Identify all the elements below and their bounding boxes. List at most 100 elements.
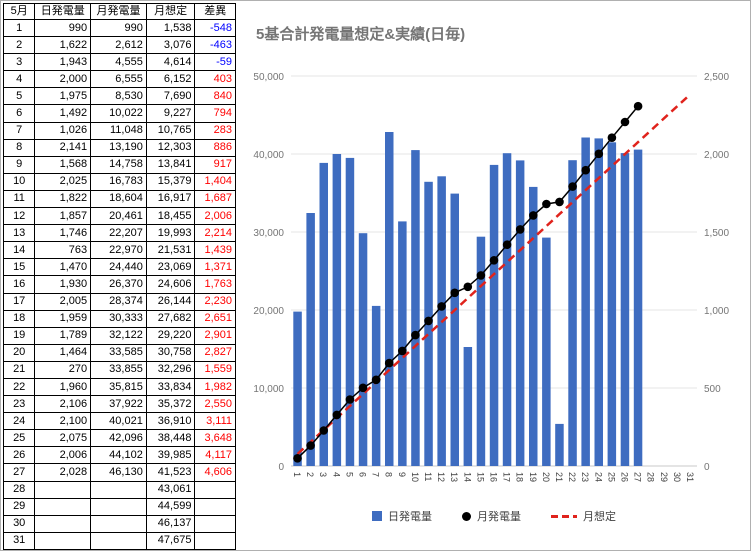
day-cell[interactable]: 5 [2,87,36,106]
value-cell[interactable]: 10,765 [145,121,196,140]
value-cell[interactable]: 13,841 [145,155,196,174]
value-cell[interactable]: 1,930 [34,275,92,294]
value-cell[interactable]: 42,096 [90,429,147,448]
legend-item-monthly[interactable]: 月発電量 [462,508,521,524]
value-cell[interactable]: -463 [194,36,236,55]
value-cell[interactable] [194,480,236,499]
day-cell[interactable]: 13 [2,224,36,243]
value-cell[interactable]: 1,822 [34,189,92,209]
value-cell[interactable]: 20,461 [90,207,147,226]
value-cell[interactable] [90,531,147,550]
value-cell[interactable]: 2,651 [194,309,236,328]
value-cell[interactable]: 1,538 [145,18,196,38]
value-cell[interactable]: 2,006 [34,446,92,465]
value-cell[interactable]: 1,982 [194,377,236,397]
day-cell[interactable]: 20 [2,343,36,362]
value-cell[interactable]: 30,333 [90,309,147,328]
value-cell[interactable]: 2,612 [90,36,147,55]
value-cell[interactable]: 2,550 [194,395,236,414]
value-cell[interactable]: 1,959 [34,309,92,328]
value-cell[interactable]: 3,111 [194,412,236,431]
legend-item-daily[interactable]: 日発電量 [372,508,432,524]
value-cell[interactable]: 28,374 [90,292,147,311]
value-cell[interactable]: 1,943 [34,53,92,72]
value-cell[interactable]: 1,404 [194,172,236,191]
value-cell[interactable] [34,480,92,499]
value-cell[interactable]: 26,370 [90,275,147,294]
day-cell[interactable]: 22 [2,377,36,397]
value-cell[interactable]: 14,758 [90,155,147,174]
day-cell[interactable]: 28 [2,480,36,499]
value-cell[interactable]: 44,599 [145,497,196,516]
value-cell[interactable]: 4,614 [145,53,196,72]
value-cell[interactable]: 2,025 [34,172,92,191]
value-cell[interactable]: 46,130 [90,463,147,482]
value-cell[interactable]: 2,075 [34,429,92,448]
value-cell[interactable]: 21,531 [145,241,196,260]
value-cell[interactable]: 2,100 [34,412,92,431]
value-cell[interactable] [90,497,147,516]
value-cell[interactable]: 4,555 [90,53,147,72]
value-cell[interactable]: 2,006 [194,207,236,226]
value-cell[interactable]: 47,675 [145,531,196,550]
value-cell[interactable]: 1,789 [34,326,92,345]
value-cell[interactable]: 24,606 [145,275,196,294]
value-cell[interactable]: 4,117 [194,446,236,465]
value-cell[interactable]: 403 [194,70,236,89]
value-cell[interactable]: 2,214 [194,224,236,243]
value-cell[interactable]: 990 [90,18,147,38]
day-cell[interactable]: 18 [2,309,36,328]
day-cell[interactable]: 19 [2,326,36,345]
value-cell[interactable]: 33,855 [90,360,147,379]
value-cell[interactable]: 37,922 [90,395,147,414]
value-cell[interactable]: 763 [34,241,92,260]
day-cell[interactable]: 21 [2,360,36,379]
value-cell[interactable] [194,531,236,550]
value-cell[interactable]: 283 [194,121,236,140]
value-cell[interactable]: 2,141 [34,138,92,157]
value-cell[interactable]: 23,069 [145,258,196,277]
value-cell[interactable]: 35,372 [145,395,196,414]
value-cell[interactable]: 7,690 [145,87,196,106]
value-cell[interactable]: 1,464 [34,343,92,362]
value-cell[interactable]: 917 [194,155,236,174]
value-cell[interactable]: 33,834 [145,377,196,397]
value-cell[interactable]: 16,783 [90,172,147,191]
day-cell[interactable]: 23 [2,395,36,414]
value-cell[interactable]: 2,827 [194,343,236,362]
day-cell[interactable]: 25 [2,429,36,448]
value-cell[interactable] [194,514,236,533]
value-cell[interactable]: 886 [194,138,236,157]
day-cell[interactable]: 8 [2,138,36,157]
value-cell[interactable]: 13,190 [90,138,147,157]
day-cell[interactable]: 26 [2,446,36,465]
value-cell[interactable]: 35,815 [90,377,147,397]
value-cell[interactable]: 1,492 [34,104,92,123]
day-cell[interactable]: 30 [2,514,36,533]
day-cell[interactable]: 10 [2,172,36,191]
value-cell[interactable]: 18,604 [90,189,147,209]
value-cell[interactable]: 9,227 [145,104,196,123]
value-cell[interactable]: 18,455 [145,207,196,226]
value-cell[interactable] [194,497,236,516]
value-cell[interactable]: 270 [34,360,92,379]
value-cell[interactable]: 40,021 [90,412,147,431]
value-cell[interactable] [90,514,147,533]
value-cell[interactable]: 840 [194,87,236,106]
value-cell[interactable]: 2,230 [194,292,236,311]
value-cell[interactable]: 1,746 [34,224,92,243]
value-cell[interactable]: 11,048 [90,121,147,140]
value-cell[interactable]: 32,122 [90,326,147,345]
value-cell[interactable]: 990 [34,18,92,38]
day-cell[interactable]: 2 [2,36,36,55]
value-cell[interactable]: 26,144 [145,292,196,311]
value-cell[interactable]: 1,857 [34,207,92,226]
value-cell[interactable]: -548 [194,18,236,38]
value-cell[interactable]: 15,379 [145,172,196,191]
value-cell[interactable]: 33,585 [90,343,147,362]
value-cell[interactable]: 4,606 [194,463,236,482]
day-cell[interactable]: 24 [2,412,36,431]
value-cell[interactable]: 39,985 [145,446,196,465]
value-cell[interactable]: 44,102 [90,446,147,465]
legend-item-target[interactable]: 月想定 [551,508,616,524]
